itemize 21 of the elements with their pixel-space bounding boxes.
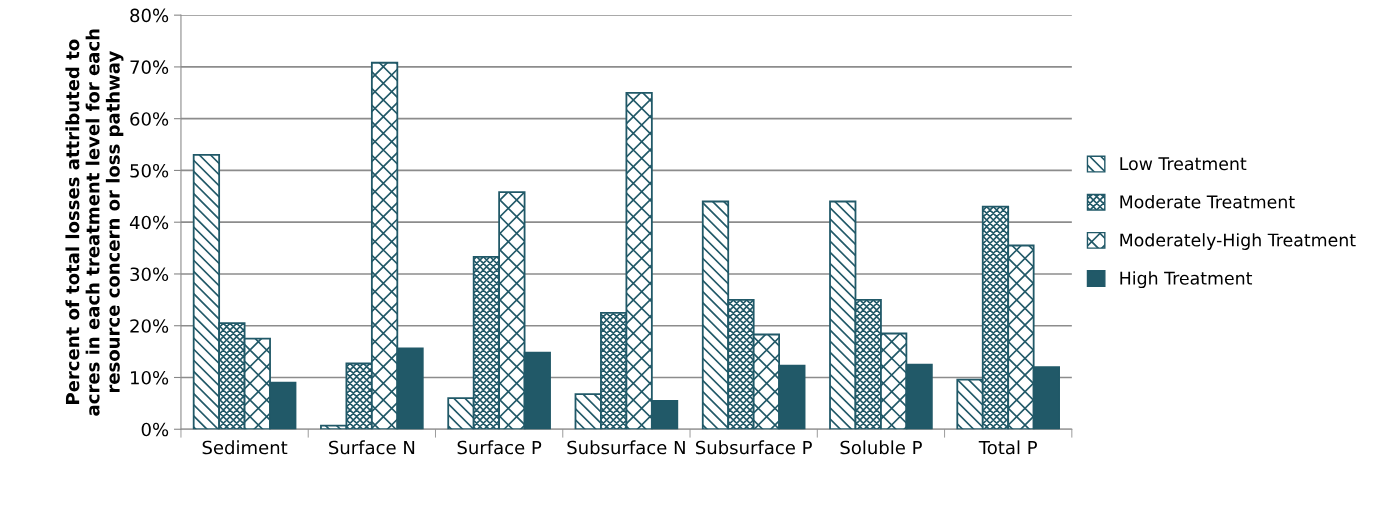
legend-label: Low Treatment [1120,157,1247,171]
y-tick-label: 80% [130,8,169,23]
y-tick-label: 70% [130,60,169,75]
y-tick-label: 30% [130,267,169,282]
legend-label: High Treatment [1120,271,1253,289]
y-axis-title: Percent of total losses attributed to acres in each treatment level for each resource concern or loss pathway [65,29,124,416]
x-tick-label: Soluble P [840,440,922,455]
y-tick-label: 0% [141,422,169,437]
x-tick-label: Subsurface N [567,440,685,455]
x-tick-label: Surface N [329,440,415,455]
legend-label: Moderate Treatment [1120,194,1295,209]
x-tick-label: Sediment [202,440,288,455]
legend-label: Moderately-High Treatment [1120,233,1356,250]
y-tick-label: 10% [131,370,169,385]
x-tick-label: Subsurface P [696,440,812,455]
y-tick-label: 60% [130,112,169,126]
x-tick-label: Surface P [457,440,542,455]
x-tick-label: Total P [978,440,1037,455]
y-tick-label: 50% [130,163,169,178]
y-tick-label: 20% [130,319,169,333]
y-tick-label: 40% [129,215,169,230]
